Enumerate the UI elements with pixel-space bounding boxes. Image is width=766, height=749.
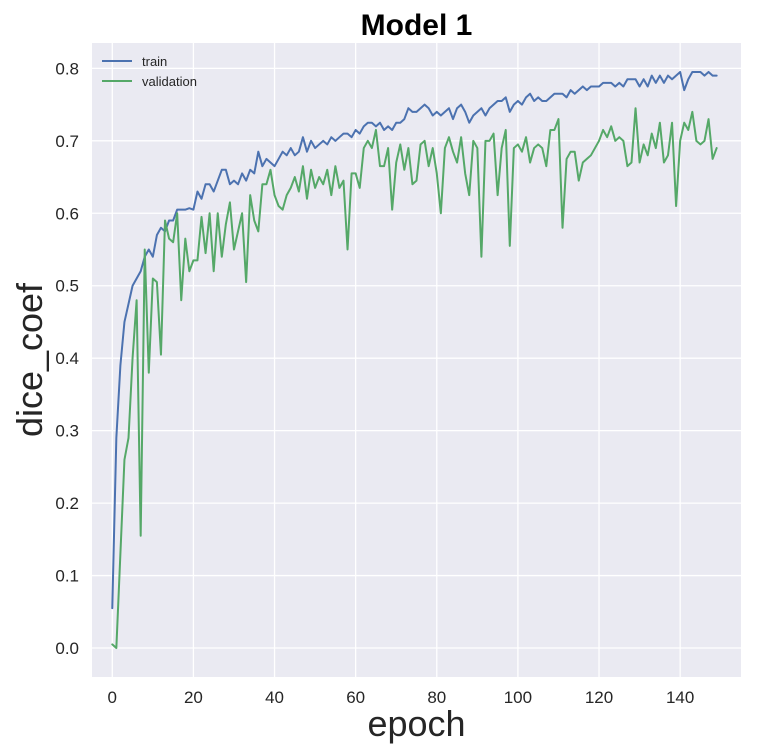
tick-labels: 0 20 40 60 80 100 120 140 0.0 0.1 0.2 0.3 0.4 0.5 0.6 0… <box>55 59 694 707</box>
x-tick-label: 60 <box>346 688 365 707</box>
x-tick-label: 120 <box>585 688 613 707</box>
y-tick-label: 0.2 <box>55 494 79 513</box>
y-tick-label: 0.4 <box>55 349 79 368</box>
grid-lines <box>92 43 741 677</box>
series-line-train <box>111 70 718 610</box>
x-tick-label: 20 <box>184 688 203 707</box>
legend-label-train: train <box>142 54 167 69</box>
x-axis-label: epoch <box>367 703 465 744</box>
x-tick-label: 80 <box>427 688 446 707</box>
x-tick-label: 40 <box>265 688 284 707</box>
plot-area <box>92 43 741 677</box>
y-tick-label: 0.5 <box>55 277 79 296</box>
y-tick-label: 0.0 <box>55 639 79 658</box>
y-tick-label: 0.1 <box>55 567 79 586</box>
x-tick-label: 140 <box>666 688 694 707</box>
chart-title: Model 1 <box>361 9 473 42</box>
y-tick-label: 0.7 <box>55 132 79 151</box>
x-tick-label: 0 <box>108 688 117 707</box>
y-tick-label: 0.6 <box>55 204 79 223</box>
x-tick-label: 100 <box>504 688 532 707</box>
legend-label-validation: validation <box>142 74 197 89</box>
legend-entry-train: train <box>102 54 167 69</box>
y-axis-label: dice_coef <box>9 282 50 437</box>
legend: train validation <box>102 54 197 89</box>
series-lines <box>111 70 718 650</box>
y-tick-label: 0.3 <box>55 422 79 441</box>
legend-entry-validation: validation <box>102 74 197 89</box>
series-line-validation <box>111 107 718 650</box>
y-tick-label: 0.8 <box>55 59 79 78</box>
